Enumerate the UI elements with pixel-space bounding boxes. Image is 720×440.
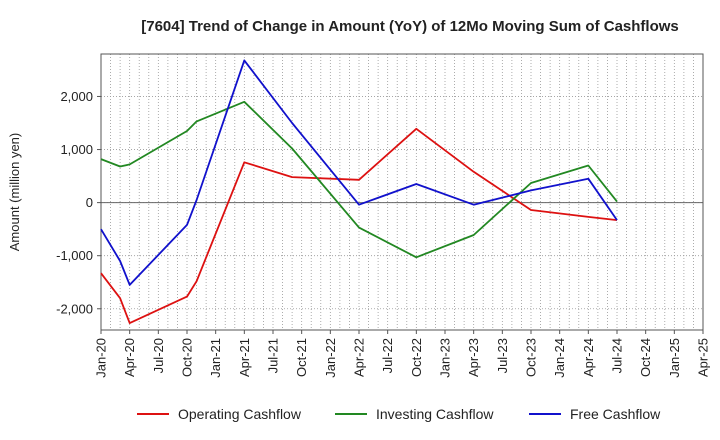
series-line [100,59,618,286]
x-tick-label: Jul-23 [495,338,510,373]
x-tick-label: Jan-23 [438,338,453,378]
x-tick-label: Oct-21 [294,338,309,377]
y-tick-label: 0 [86,195,93,210]
series-line [100,127,618,325]
x-tick-label: Jan-25 [667,338,682,378]
series-lines [100,59,618,325]
x-tick-label: Jan-22 [323,338,338,378]
legend: Operating Cashflow Investing Cashflow Free… [137,406,661,422]
x-tick-label: Apr-20 [122,338,137,377]
x-tick-label: Jul-24 [610,338,625,373]
y-axis-ticks: 2,000 1,000 0 -1,000 -2,000 [56,89,101,316]
x-tick-label: Jan-24 [552,338,567,378]
x-tick-label: Apr-25 [696,338,711,377]
x-tick-label: Apr-21 [237,338,252,377]
x-tick-label: Oct-22 [409,338,424,377]
legend-label: Investing Cashflow [376,406,494,422]
x-tick-label: Oct-24 [638,338,653,377]
x-tick-label: Jul-21 [266,338,281,373]
y-tick-label: 2,000 [60,89,93,104]
x-tick-label: Apr-22 [352,338,367,377]
x-tick-label: Apr-24 [581,338,596,377]
legend-label: Operating Cashflow [178,406,302,422]
x-tick-label: Jul-22 [380,338,395,373]
x-tick-label: Oct-23 [524,338,539,377]
y-axis-label: Amount (million yen) [7,133,22,252]
x-tick-label: Jan-20 [94,338,109,378]
y-tick-label: -2,000 [56,301,93,316]
x-tick-label: Jul-20 [151,338,166,373]
grid-lines [101,54,703,330]
x-axis-ticks: Jan-20 Apr-20 Jul-20 Oct-20 Jan-21 Apr-21 Jul-… [94,330,711,378]
series-line [100,100,618,259]
chart-title: [7604] Trend of Change in Amount (YoY) o… [141,18,679,35]
plot-frame [100,53,704,331]
y-tick-label: -1,000 [56,248,93,263]
x-tick-label: Apr-23 [466,338,481,377]
x-tick-label: Oct-20 [180,338,195,377]
x-tick-label: Jan-21 [208,338,223,378]
legend-label: Free Cashflow [570,406,661,422]
y-tick-label: 1,000 [60,142,93,157]
